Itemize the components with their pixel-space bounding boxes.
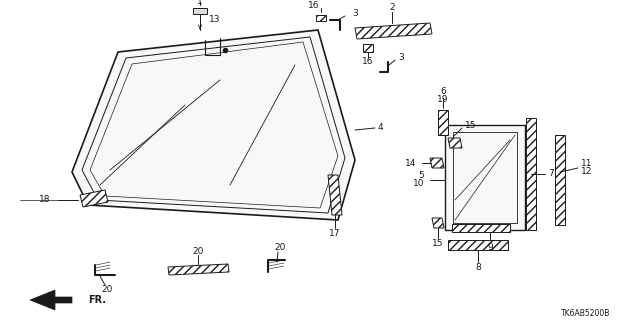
Text: 6: 6 xyxy=(440,87,446,97)
Text: 10: 10 xyxy=(413,179,424,188)
Polygon shape xyxy=(328,175,342,215)
Polygon shape xyxy=(445,125,525,230)
Polygon shape xyxy=(432,218,444,228)
Text: 2: 2 xyxy=(389,4,395,12)
Text: 12: 12 xyxy=(581,167,593,177)
Polygon shape xyxy=(355,23,432,39)
Polygon shape xyxy=(363,44,373,52)
Text: 15: 15 xyxy=(432,239,444,249)
Polygon shape xyxy=(193,8,207,14)
Text: 9: 9 xyxy=(487,244,493,252)
Text: 14: 14 xyxy=(404,158,416,167)
Text: 20: 20 xyxy=(275,244,285,252)
Text: 8: 8 xyxy=(475,262,481,271)
Polygon shape xyxy=(30,290,72,310)
Text: FR.: FR. xyxy=(88,295,106,305)
Polygon shape xyxy=(452,224,510,232)
Polygon shape xyxy=(526,118,536,230)
Text: 16: 16 xyxy=(308,1,320,10)
Polygon shape xyxy=(72,30,355,220)
Polygon shape xyxy=(168,264,229,275)
Text: 18: 18 xyxy=(38,196,50,204)
Text: TK6AB5200B: TK6AB5200B xyxy=(561,309,610,318)
Text: 3: 3 xyxy=(352,10,358,19)
Text: 7: 7 xyxy=(548,170,554,179)
Text: 17: 17 xyxy=(329,229,340,238)
Text: 11: 11 xyxy=(581,159,593,169)
Text: 15: 15 xyxy=(465,121,477,130)
Text: 3: 3 xyxy=(398,52,404,61)
Text: 1: 1 xyxy=(197,0,203,5)
Polygon shape xyxy=(448,240,508,250)
Polygon shape xyxy=(316,15,326,21)
Text: 16: 16 xyxy=(362,58,374,67)
Polygon shape xyxy=(448,138,462,148)
Polygon shape xyxy=(430,158,444,168)
Polygon shape xyxy=(80,190,108,207)
Text: 4: 4 xyxy=(378,123,383,132)
Text: 5: 5 xyxy=(419,171,424,180)
Text: 13: 13 xyxy=(209,15,221,25)
Text: 20: 20 xyxy=(192,246,204,255)
Polygon shape xyxy=(438,110,448,135)
Polygon shape xyxy=(555,135,565,225)
Text: 20: 20 xyxy=(101,285,113,294)
Text: 19: 19 xyxy=(437,95,449,105)
